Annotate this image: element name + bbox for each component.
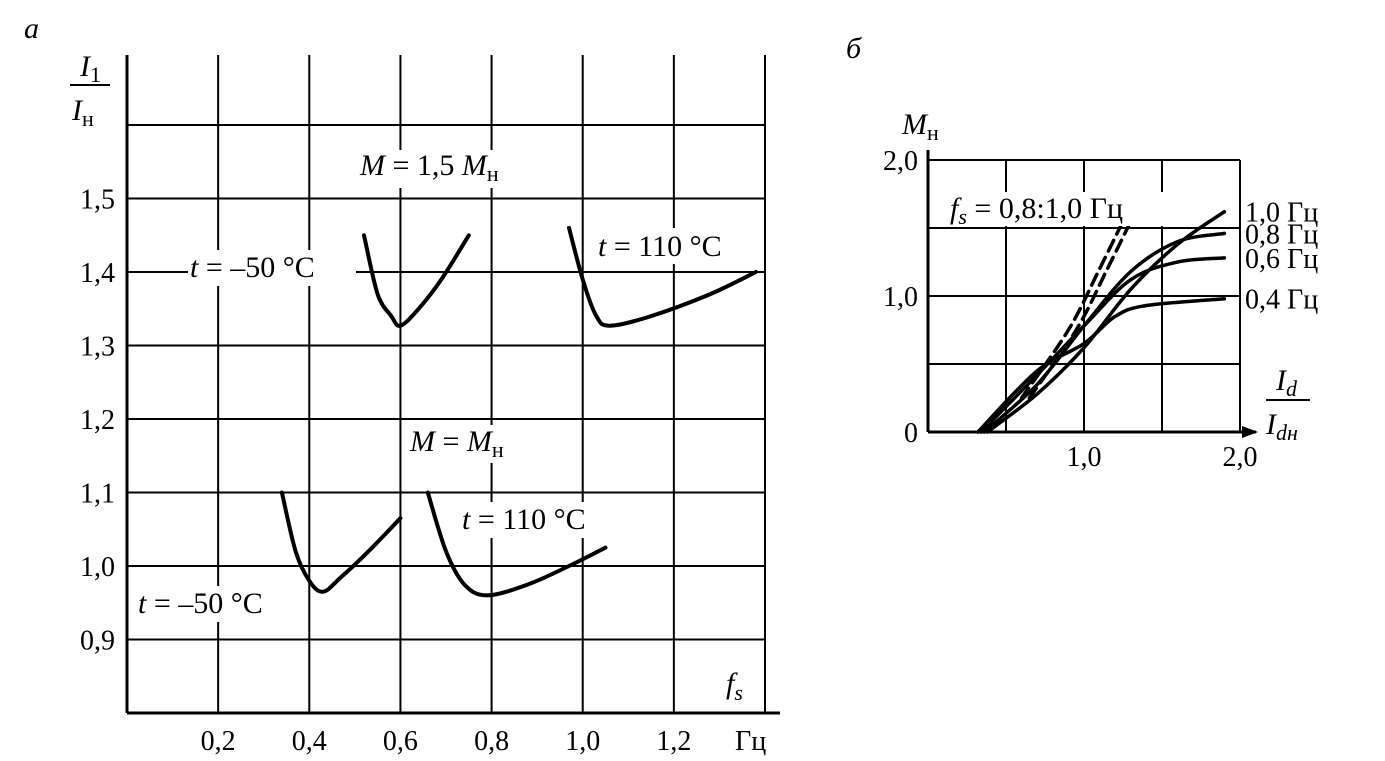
svg-text:Iн: Iн bbox=[71, 94, 94, 131]
y-tick-label: 0 bbox=[904, 418, 918, 449]
series-line-dashed bbox=[1019, 219, 1125, 400]
x-tick-label: 1,0 bbox=[1067, 442, 1102, 473]
series-line-dashed bbox=[1027, 219, 1133, 400]
panel-b-x-label: Id Idн bbox=[1265, 364, 1310, 445]
y-tick-label: 1,0 bbox=[80, 552, 115, 583]
panel-a: а 0,2 0,4 0,6 0,8 1,0 1,2 0,9 1,0 1,1 1,2 1,3 1,4 1,… bbox=[24, 12, 780, 757]
label-t-cold-top: t = –50 °C bbox=[190, 251, 315, 284]
panel-b: б 1,0 2,0 0 1,0 2,0 1,0 Гц0,8 Гц0,6 Гц 0,4 Гц… bbox=[846, 32, 1318, 473]
series-line bbox=[567, 225, 758, 328]
annotation-m-1-5: M = 1,5 Mн bbox=[359, 149, 499, 186]
svg-text:Idн: Idн bbox=[1265, 408, 1298, 445]
x-tick-label: 0,2 bbox=[201, 726, 236, 757]
x-tick-label: 1,0 bbox=[565, 726, 600, 757]
label-t-cold-bottom: t = –50 °C bbox=[138, 587, 263, 620]
panel-b-letter: б bbox=[846, 32, 862, 65]
panel-b-series bbox=[976, 209, 1227, 434]
label-t-hot-top: t = 110 °C bbox=[598, 230, 722, 263]
y-tick-label: 1,0 bbox=[883, 282, 918, 313]
series-label: 0,4 Гц bbox=[1245, 285, 1318, 316]
series-line bbox=[979, 256, 1227, 434]
panel-a-series bbox=[279, 225, 758, 598]
series-line bbox=[362, 233, 471, 328]
series-line bbox=[985, 209, 1227, 434]
x-tick-label: 2,0 bbox=[1223, 442, 1258, 473]
panel-a-tick-labels: 0,2 0,4 0,6 0,8 1,0 1,2 0,9 1,0 1,1 1,2 1,3 1,4 1,5 bbox=[80, 185, 691, 758]
panel-a-y-label: I1 Iн bbox=[70, 50, 110, 131]
annotation-m-nominal: M = Mн bbox=[409, 425, 504, 462]
panel-a-x-unit: Гц bbox=[735, 726, 766, 757]
y-tick-label: 1,1 bbox=[80, 479, 115, 510]
panel-a-x-label: fs bbox=[726, 667, 743, 705]
y-tick-label: 0,9 bbox=[80, 626, 115, 657]
panel-b-y-label: Mн bbox=[901, 108, 939, 145]
series-line bbox=[982, 231, 1227, 434]
y-tick-label: 1,2 bbox=[80, 405, 115, 436]
y-tick-label: 2,0 bbox=[883, 146, 918, 177]
x-tick-label: 0,4 bbox=[292, 726, 327, 757]
y-tick-label: 1,5 bbox=[80, 185, 115, 216]
series-label: 0,6 Гц bbox=[1245, 244, 1318, 275]
series-line bbox=[976, 296, 1227, 434]
svg-text:Id: Id bbox=[1275, 364, 1298, 401]
panel-b-tick-labels: 1,0 2,0 0 1,0 2,0 bbox=[883, 146, 1258, 473]
panel-a-letter: а bbox=[24, 12, 39, 45]
x-tick-label: 0,8 bbox=[474, 726, 509, 757]
panel-a-axes bbox=[125, 55, 780, 715]
series-line bbox=[279, 490, 403, 594]
panel-b-series-labels: 1,0 Гц0,8 Гц0,6 Гц 0,4 Гц bbox=[1245, 198, 1318, 316]
label-t-hot-bottom: t = 110 °C bbox=[462, 503, 586, 536]
y-tick-label: 1,3 bbox=[80, 332, 115, 363]
y-tick-label: 1,4 bbox=[80, 258, 115, 289]
svg-text:I1: I1 bbox=[79, 50, 101, 87]
x-tick-label: 0,6 bbox=[383, 726, 418, 757]
annotation-fs-range: fs = 0,8:1,0 Гц bbox=[950, 192, 1123, 229]
series-line bbox=[425, 490, 608, 598]
x-tick-label: 1,2 bbox=[656, 726, 691, 757]
series-label: 1,0 Гц bbox=[1245, 198, 1318, 229]
series-label: 0,8 Гц bbox=[1245, 219, 1318, 250]
